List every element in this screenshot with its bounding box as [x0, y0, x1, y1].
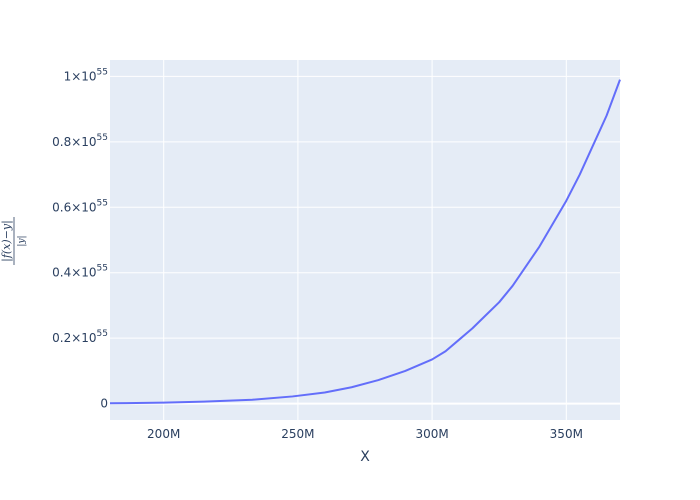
y-tick-label: 0.6×1055	[52, 198, 108, 214]
x-tick-label: 250M	[281, 427, 314, 441]
y-tick-label: 0.8×1055	[52, 133, 108, 149]
y-gridlines	[110, 75, 620, 405]
series-group	[109, 79, 621, 405]
y-axis-label-numerator: |f(x)−y|	[0, 220, 14, 262]
y-axis-label-denominator: |y|	[17, 235, 27, 246]
y-tick-label: 0.2×1055	[52, 329, 108, 345]
y-tick-label: 1×1055	[64, 67, 108, 83]
x-tick-labels: 200M 250M 300M 350M	[147, 427, 583, 441]
y-tick-label: 0.4×1055	[52, 264, 108, 280]
x-tick-label: 350M	[550, 427, 583, 441]
y-tick-labels: 0 0.2×1055 0.4×1055 0.6×1055 0.8×1055 1×1055	[52, 67, 108, 410]
x-tick-label: 200M	[147, 427, 180, 441]
plot-background	[110, 60, 620, 420]
y-tick-label: 0	[100, 397, 108, 411]
series-line	[109, 79, 621, 405]
x-tick-label: 300M	[415, 427, 448, 441]
y-axis-label: |f(x)−y| |y|	[0, 217, 27, 265]
x-axis-label: X	[360, 449, 370, 465]
